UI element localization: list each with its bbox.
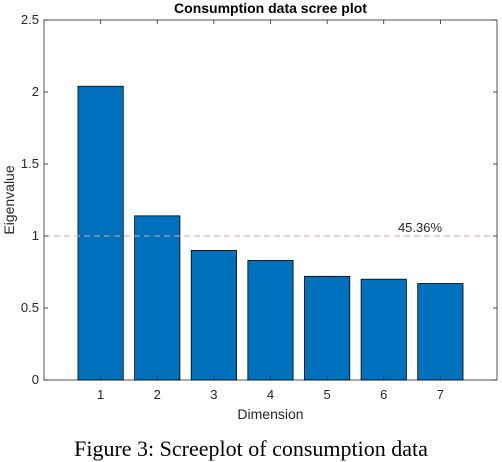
figure-caption: Figure 3: Screeplot of consumption data (74, 436, 428, 461)
bar-dimension-3 (190, 249, 237, 381)
bar-dimension-6 (360, 278, 407, 381)
y-tick-label: 2 (32, 84, 39, 99)
x-tick-label: 1 (97, 387, 104, 402)
y-tick-label: 2.5 (21, 12, 39, 27)
y-tick-label: 0 (32, 372, 39, 387)
x-axis-label: Dimension (237, 406, 303, 422)
x-tick-label: 6 (380, 387, 387, 402)
scree-plot: 45.36% 0 0.5 1 1.5 2 2.5 1 2 3 4 5 6 7 Consumption … (1, 0, 498, 422)
bar-dimension-5 (304, 275, 351, 381)
chart-title: Consumption data scree plot (174, 0, 367, 16)
y-tick-label: 1 (32, 228, 39, 243)
x-tick-label: 7 (437, 387, 444, 402)
y-axis-ticks: 0 0.5 1 1.5 2 2.5 (21, 12, 497, 387)
bar-dimension-1 (77, 85, 124, 381)
bar-dimension-7 (417, 283, 464, 381)
y-tick-label: 1.5 (21, 156, 39, 171)
x-tick-label: 2 (154, 387, 161, 402)
x-tick-label: 5 (324, 387, 331, 402)
x-tick-label: 4 (267, 387, 274, 402)
x-tick-label: 3 (210, 387, 217, 402)
x-axis-ticks: 1 2 3 4 5 6 7 (97, 20, 444, 402)
bar-dimension-4 (247, 260, 294, 381)
variance-annotation: 45.36% (398, 220, 443, 235)
y-tick-label: 0.5 (21, 300, 39, 315)
y-axis-label: Eigenvalue (1, 165, 17, 234)
bar-dimension-2 (134, 215, 181, 381)
